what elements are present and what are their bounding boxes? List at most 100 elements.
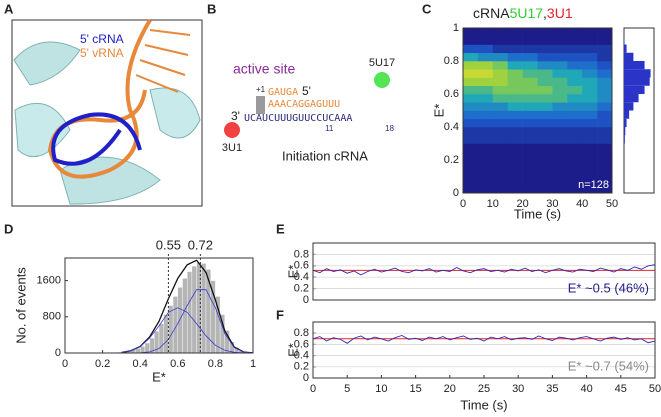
heatmap-cell xyxy=(552,168,568,177)
heatmap-cell xyxy=(507,176,523,186)
protein-ribbon xyxy=(14,102,71,158)
heatmap-cell xyxy=(477,110,494,120)
heatmap-cell xyxy=(597,94,613,103)
heatmap-cell xyxy=(522,176,538,186)
heatmap-cell xyxy=(492,151,508,161)
heatmap-cell xyxy=(537,176,553,186)
x-tick-label: 25 xyxy=(478,383,490,395)
heatmap-cell xyxy=(582,69,598,78)
heatmap-cell xyxy=(552,52,568,62)
y-tick-label: 0.4 xyxy=(294,350,309,362)
x-tick-label: 15 xyxy=(409,383,421,395)
annotation: n=128 xyxy=(578,179,609,191)
title-part: , xyxy=(543,5,547,21)
y-axis-label: No. of events xyxy=(13,267,28,344)
vrna-strand xyxy=(47,18,152,179)
position-18: 18 xyxy=(385,124,394,133)
fit-curve xyxy=(121,307,254,354)
side-histogram-bar xyxy=(624,77,650,86)
heatmap-cell xyxy=(582,36,598,45)
heatmap-cell xyxy=(552,85,568,95)
protein-ribbon xyxy=(13,41,81,86)
histogram-bar xyxy=(163,314,169,354)
histogram-bar xyxy=(139,346,146,354)
heatmap-cell xyxy=(463,77,479,87)
heatmap-cell xyxy=(507,110,523,120)
heatmap-cell xyxy=(567,127,583,136)
x-tick-label: 0.6 xyxy=(170,358,185,370)
heatmap-cell xyxy=(507,151,523,161)
histogram-bar xyxy=(219,314,226,354)
heatmap-cell xyxy=(552,94,568,103)
heatmap-cell xyxy=(567,143,583,153)
title-part: cRNA xyxy=(473,5,510,21)
heatmap-cell xyxy=(567,94,583,103)
panel-label: F xyxy=(276,307,284,322)
histogram-bar xyxy=(168,305,174,354)
heatmap-cell xyxy=(463,28,479,37)
heatmap-cell xyxy=(582,102,598,111)
heatmap-cell xyxy=(492,143,508,153)
heatmap-cell xyxy=(582,143,598,153)
heatmap-cell xyxy=(597,160,613,169)
heatmap-cell xyxy=(597,110,613,120)
heatmap-cell xyxy=(507,85,523,95)
heatmap-cell xyxy=(597,77,613,87)
heatmap-cell xyxy=(477,160,494,169)
heatmap-cell xyxy=(522,118,538,128)
heatmap-cell xyxy=(522,160,538,169)
heatmap-cell xyxy=(597,143,613,153)
heatmap-cell xyxy=(582,61,598,70)
vrna-bases xyxy=(135,29,191,93)
heatmap-cell xyxy=(477,118,494,128)
heatmap-cell xyxy=(463,118,479,128)
y-axis-label: E* xyxy=(285,343,300,357)
heatmap-cell xyxy=(597,61,613,70)
side-histogram-bar xyxy=(624,61,645,70)
active-site-label: active site xyxy=(233,61,295,77)
heatmap-cell xyxy=(597,28,613,37)
crna-label: 5' cRNA xyxy=(80,32,124,46)
heatmap-cell xyxy=(477,102,494,111)
heatmap-cell xyxy=(597,69,613,78)
heatmap-cell xyxy=(463,184,479,194)
heatmap-cell xyxy=(552,110,568,120)
heatmap-cell xyxy=(492,44,508,54)
heatmap-cell xyxy=(507,69,523,78)
heatmap-cell xyxy=(507,94,523,103)
heatmap-cell xyxy=(463,102,479,111)
heatmap-cell xyxy=(463,127,479,136)
heatmap-cell xyxy=(477,135,494,144)
heatmap-cell xyxy=(552,118,568,128)
active-site-box xyxy=(256,96,265,114)
x-tick-label: 30 xyxy=(546,198,558,210)
x-tick-label: 40 xyxy=(580,383,592,395)
y-axis-label: E* xyxy=(431,104,446,118)
y-tick-label: 0.2 xyxy=(444,154,459,166)
position-11: 11 xyxy=(325,124,334,133)
heatmap-cell xyxy=(492,110,508,120)
x-axis-label: Time (s) xyxy=(514,206,561,221)
x-tick-label: 50 xyxy=(649,383,661,395)
heatmap-cell xyxy=(477,94,494,103)
heatmap-cell xyxy=(552,28,568,37)
heatmap-cell xyxy=(507,28,523,37)
crna-sequence: UCAUCUUUGUUCCUCAAA xyxy=(244,113,352,124)
heatmap-cell xyxy=(537,151,553,161)
heatmap-cell xyxy=(582,85,598,95)
dye-5u17-label: 5U17 xyxy=(369,57,395,69)
x-tick-label: 30 xyxy=(512,383,524,395)
heatmap-cell xyxy=(463,85,479,95)
heatmap-cell xyxy=(477,168,494,177)
side-histogram-bar xyxy=(624,94,639,103)
heatmap-cell xyxy=(507,135,523,144)
heatmap-cell xyxy=(597,168,613,177)
side-histogram-bar xyxy=(624,102,634,111)
heatmap-cell xyxy=(552,184,568,194)
heatmap-cell xyxy=(582,52,598,62)
y-tick-label: 0 xyxy=(55,347,61,359)
heatmap-cell xyxy=(537,85,553,95)
heatmap-cell xyxy=(537,44,553,54)
heatmap-cell xyxy=(463,61,479,70)
heatmap-cell xyxy=(522,184,538,194)
